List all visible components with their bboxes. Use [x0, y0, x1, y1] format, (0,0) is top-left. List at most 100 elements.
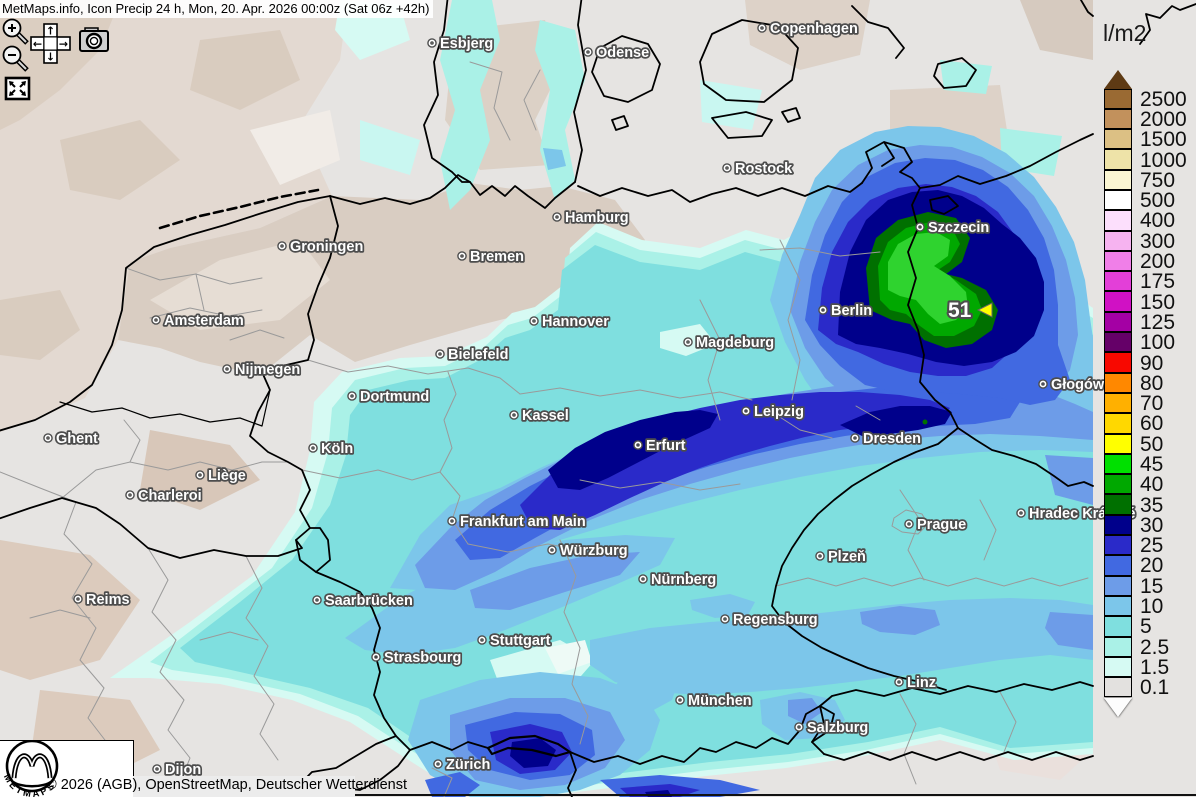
svg-text:Magdeburg: Magdeburg — [696, 335, 774, 351]
legend-swatch — [1104, 494, 1132, 515]
city-marker-icon — [851, 434, 859, 442]
legend-unit-label: l/m2 — [1103, 20, 1147, 46]
svg-text:Würzburg: Würzburg — [560, 543, 628, 559]
city-label: Dortmund — [347, 387, 431, 407]
city-label-layer: Esbjerg Odense Copenhagen Rostock Hamburg Gro… — [43, 19, 1137, 780]
svg-text:Kassel: Kassel — [522, 408, 569, 424]
legend-swatch — [1104, 230, 1132, 251]
city-marker-icon — [448, 517, 456, 525]
legend-row: 70 — [1104, 392, 1187, 416]
attribution-text[interactable]: © 2026 (AGB), OpenStreetMap, Deutscher W… — [46, 777, 407, 793]
city-marker-icon — [1039, 380, 1047, 388]
svg-text:Zürich: Zürich — [446, 757, 490, 773]
svg-text:Bielefeld: Bielefeld — [448, 347, 508, 363]
legend-swatch — [1104, 108, 1132, 130]
svg-text:Nijmegen: Nijmegen — [235, 362, 300, 378]
city-marker-icon — [428, 39, 436, 47]
legend-swatch — [1104, 392, 1132, 414]
legend-swatch — [1104, 413, 1132, 434]
legend-swatch — [1104, 656, 1132, 678]
city-label: Esbjerg — [427, 34, 495, 54]
city-label: Nijmegen — [222, 360, 302, 380]
svg-text:Rostock: Rostock — [735, 161, 793, 177]
svg-text:Reims: Reims — [86, 592, 130, 608]
svg-text:Saarbrücken: Saarbrücken — [325, 593, 413, 609]
city-marker-icon — [223, 365, 231, 373]
city-label: Rostock — [722, 159, 795, 179]
city-marker-icon — [44, 434, 52, 442]
svg-text:Prague: Prague — [917, 517, 966, 533]
attribution-bar — [133, 776, 355, 797]
svg-text:Groningen: Groningen — [290, 239, 363, 255]
legend-value: 35 — [1140, 493, 1164, 517]
map-title: MetMaps.info, Icon Precip 24 h, Mon, 20.… — [0, 0, 434, 18]
city-marker-icon — [795, 723, 803, 731]
city-marker-icon — [153, 765, 161, 773]
snapshot-button[interactable] — [79, 27, 109, 52]
city-label: Ghent — [43, 429, 100, 449]
svg-text:Köln: Köln — [321, 441, 353, 457]
svg-text:Dresden: Dresden — [863, 431, 921, 447]
legend-scale: 2500 2000 1500 1000 750 500 400 300 200 175 150 125… — [1104, 70, 1187, 717]
city-label: Stuttgart — [477, 631, 552, 651]
max-precip-arrow-icon — [976, 302, 993, 318]
legend-arrow-top-icon — [1104, 70, 1132, 89]
legend-row: 25 — [1104, 535, 1187, 556]
city-label: Copenhagen — [757, 19, 860, 39]
city-label: Odense — [583, 43, 651, 63]
legend-value: 2500 — [1140, 87, 1187, 111]
legend-value: 70 — [1140, 392, 1164, 416]
svg-text:Hannover: Hannover — [542, 314, 609, 330]
svg-text:Bremen: Bremen — [470, 249, 524, 265]
city-marker-icon — [721, 615, 729, 623]
legend-row: 45 — [1104, 453, 1187, 476]
city-label: Salzburg — [794, 718, 870, 738]
city-label: Würzburg — [547, 541, 629, 561]
svg-text:Liège: Liège — [208, 468, 246, 484]
precip-legend: l/m2 2500 2000 1500 1000 750 500 400 300 200 175 1… — [1097, 0, 1196, 797]
city-marker-icon — [530, 317, 538, 325]
legend-value: 125 — [1140, 310, 1176, 334]
pan-left-icon: ← — [33, 38, 42, 51]
legend-row: 150 — [1104, 291, 1187, 313]
city-label: Liège — [195, 466, 248, 486]
zoom-in-button[interactable] — [2, 18, 29, 45]
legend-swatch — [1104, 129, 1132, 150]
city-marker-icon — [676, 696, 684, 704]
city-marker-icon — [742, 407, 750, 415]
city-label: Bremen — [457, 247, 526, 267]
city-label: Hamburg — [552, 208, 630, 228]
legend-row: 60 — [1104, 413, 1187, 434]
svg-text:Charleroi: Charleroi — [138, 488, 202, 504]
legend-row: 100 — [1104, 332, 1187, 353]
metmaps-logo[interactable]: METMAPS — [0, 740, 134, 797]
legend-value: 2.5 — [1140, 635, 1170, 659]
city-marker-icon — [348, 392, 356, 400]
legend-row: 750 — [1104, 169, 1187, 191]
legend-swatch — [1104, 210, 1132, 231]
fullscreen-button[interactable] — [4, 76, 31, 101]
map-frame-bottom — [0, 794, 1196, 796]
legend-value: 20 — [1140, 554, 1164, 578]
city-label: Berlin — [818, 301, 874, 321]
svg-text:Amsterdam: Amsterdam — [164, 313, 244, 329]
city-label: Reims — [73, 590, 131, 610]
legend-swatch — [1104, 189, 1132, 211]
legend-arrow-bottom-icon — [1104, 697, 1132, 717]
legend-row: 40 — [1104, 474, 1187, 495]
zoom-out-button[interactable] — [2, 45, 29, 72]
legend-swatch — [1104, 291, 1132, 312]
legend-swatch — [1104, 636, 1132, 657]
city-marker-icon — [309, 444, 317, 452]
city-label: Hannover — [529, 312, 611, 332]
svg-text:Salzburg: Salzburg — [807, 720, 868, 736]
svg-text:Dortmund: Dortmund — [360, 389, 429, 405]
svg-text:Ghent: Ghent — [56, 431, 98, 447]
legend-value: 45 — [1140, 453, 1164, 476]
legend-row: 50 — [1104, 433, 1187, 455]
legend-value: 200 — [1140, 250, 1176, 274]
svg-text:Copenhagen: Copenhagen — [770, 21, 858, 37]
legend-swatch — [1104, 169, 1132, 190]
